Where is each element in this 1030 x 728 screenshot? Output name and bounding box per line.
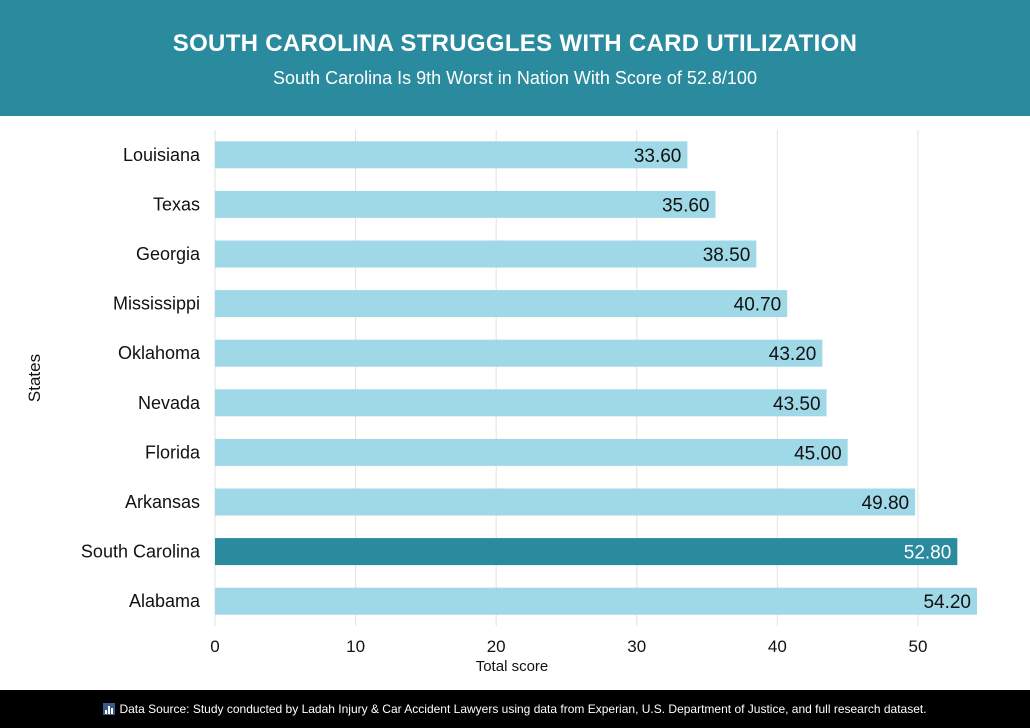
bar-alabama <box>215 587 977 615</box>
bar-chart: 0 10 20 30 40 50 Louisiana 33.60 Texas 35.60 Georg… <box>25 130 977 675</box>
bar-florida <box>215 438 848 466</box>
y-tick-label: South Carolina <box>81 542 201 562</box>
x-tick-label: 10 <box>346 637 365 656</box>
bar-value-label: 45.00 <box>794 443 842 464</box>
bar-value-label: 33.60 <box>634 146 682 167</box>
bar-value-label: 35.60 <box>662 195 710 216</box>
bar-south-carolina <box>215 538 958 566</box>
bar-value-label: 38.50 <box>703 245 751 266</box>
bar-georgia <box>215 240 757 268</box>
y-tick-label: Texas <box>153 194 200 214</box>
chart-subtitle: South Carolina Is 9th Worst in Nation Wi… <box>273 68 757 88</box>
chart-header: SOUTH CAROLINA STRUGGLES WITH CARD UTILI… <box>0 0 1030 116</box>
bar-mississippi <box>215 290 788 318</box>
y-tick-label: Mississippi <box>113 294 200 314</box>
bar-value-label: 52.80 <box>904 543 952 564</box>
bar-louisiana <box>215 141 688 169</box>
bar-chart-icon <box>103 703 116 715</box>
x-tick-label: 20 <box>487 637 506 656</box>
bar-texas <box>215 190 716 218</box>
bar-nevada <box>215 389 827 417</box>
chart-title: SOUTH CAROLINA STRUGGLES WITH CARD UTILI… <box>172 30 858 57</box>
y-axis-label: States <box>25 354 44 402</box>
x-tick-label: 40 <box>768 637 787 656</box>
y-tick-label: Nevada <box>138 393 201 413</box>
bar-value-label: 54.20 <box>923 592 971 613</box>
y-tick-label: Arkansas <box>125 492 200 512</box>
bar-oklahoma <box>215 339 823 367</box>
bar-arkansas <box>215 488 916 516</box>
y-tick-label: Oklahoma <box>118 343 201 363</box>
bar-value-label: 49.80 <box>862 493 910 514</box>
x-tick-label: 50 <box>908 637 927 656</box>
data-source-text: Data Source: Study conducted by Ladah In… <box>119 702 927 716</box>
bar-value-label: 40.70 <box>734 295 782 316</box>
x-tick-label: 0 <box>210 637 219 656</box>
x-tick-label: 30 <box>627 637 646 656</box>
bar-value-label: 43.20 <box>769 344 817 365</box>
y-tick-label: Alabama <box>129 591 201 611</box>
x-axis-label: Total score <box>476 658 549 675</box>
bar-value-label: 43.50 <box>773 394 821 415</box>
y-tick-label: Florida <box>145 442 201 462</box>
y-tick-label: Georgia <box>136 244 201 264</box>
y-tick-label: Louisiana <box>123 145 201 165</box>
footer: Data Source: Study conducted by Ladah In… <box>0 690 1030 728</box>
